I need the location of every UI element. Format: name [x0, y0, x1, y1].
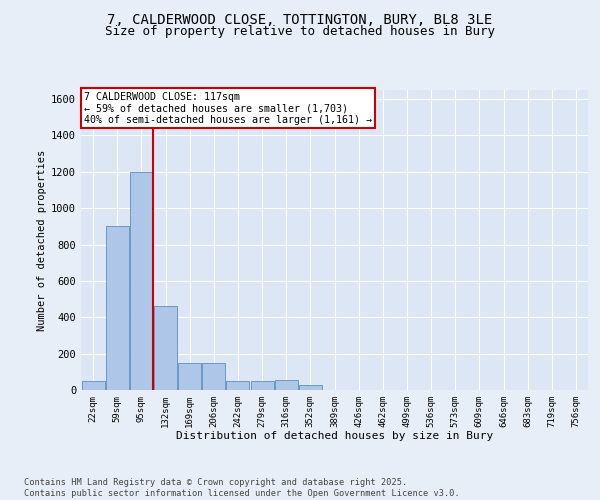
Bar — [130, 172, 153, 390]
Bar — [202, 362, 225, 390]
Bar — [299, 384, 322, 390]
Bar — [275, 380, 298, 390]
Bar — [226, 381, 250, 390]
Bar — [251, 381, 274, 390]
Bar — [106, 226, 128, 390]
X-axis label: Distribution of detached houses by size in Bury: Distribution of detached houses by size … — [176, 432, 493, 442]
Text: 7, CALDERWOOD CLOSE, TOTTINGTON, BURY, BL8 3LE: 7, CALDERWOOD CLOSE, TOTTINGTON, BURY, B… — [107, 12, 493, 26]
Bar — [178, 362, 201, 390]
Text: Contains HM Land Registry data © Crown copyright and database right 2025.
Contai: Contains HM Land Registry data © Crown c… — [24, 478, 460, 498]
Text: 7 CALDERWOOD CLOSE: 117sqm
← 59% of detached houses are smaller (1,703)
40% of s: 7 CALDERWOOD CLOSE: 117sqm ← 59% of deta… — [83, 92, 371, 124]
Y-axis label: Number of detached properties: Number of detached properties — [37, 150, 47, 330]
Text: Size of property relative to detached houses in Bury: Size of property relative to detached ho… — [105, 25, 495, 38]
Bar — [154, 306, 177, 390]
Bar — [82, 381, 104, 390]
